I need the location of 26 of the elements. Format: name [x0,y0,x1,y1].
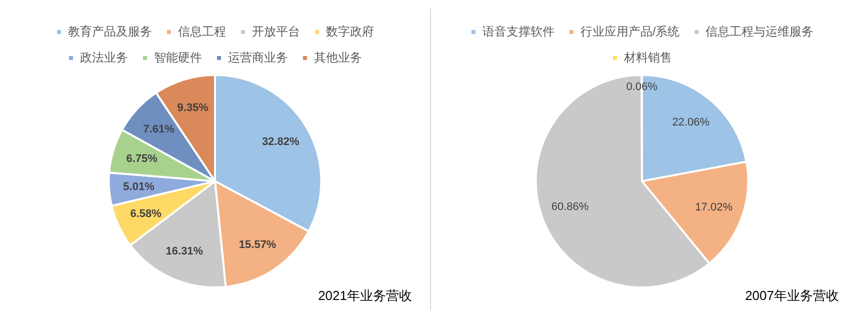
data-label: 16.31% [166,245,204,258]
data-label: 15.57% [238,238,276,251]
data-label: 22.06% [672,116,710,128]
legend-label: 数字政府 [326,24,374,38]
data-label: 60.86% [551,201,589,214]
legend-label: 其他业务 [314,50,362,64]
text: 2007年业务营收 [745,288,839,303]
legend-label: 运营商业务 [228,50,288,64]
legend-label: 政法业务 [80,50,128,64]
data-label: 7.61% [143,123,175,136]
data-label: 6.58% [130,208,162,220]
data-label: 32.82% [262,136,300,148]
legend-label: 信息工程与运维服务 [706,24,814,38]
data-label: 17.02% [695,201,733,214]
data-label: 9.35% [177,102,209,114]
legend-label: 开放平台 [252,24,300,38]
data-label: 5.01% [123,181,155,194]
data-label: 6.75% [126,153,158,166]
text: 2021年业务营收 [318,288,412,303]
legend-label: 信息工程 [178,24,226,38]
legend-label: 智能硬件 [154,50,202,64]
legend-label: 材料销售 [623,50,672,64]
legend-label: 教育产品及服务 [68,24,152,38]
legend-label: 行业应用产品/系统 [580,24,680,38]
legend-label: 语音支撑软件 [482,24,554,38]
data-label: 0.06% [626,81,658,94]
